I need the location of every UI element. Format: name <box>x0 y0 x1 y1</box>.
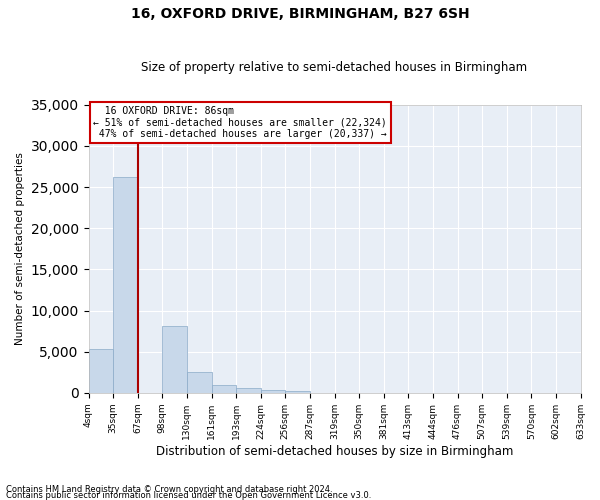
Bar <box>89 349 113 393</box>
Text: Contains HM Land Registry data © Crown copyright and database right 2024.: Contains HM Land Registry data © Crown c… <box>6 485 332 494</box>
Bar <box>261 390 286 393</box>
Bar <box>236 388 261 393</box>
Bar <box>286 391 310 393</box>
X-axis label: Distribution of semi-detached houses by size in Birmingham: Distribution of semi-detached houses by … <box>156 444 513 458</box>
Text: 16, OXFORD DRIVE, BIRMINGHAM, B27 6SH: 16, OXFORD DRIVE, BIRMINGHAM, B27 6SH <box>131 8 469 22</box>
Y-axis label: Number of semi-detached properties: Number of semi-detached properties <box>15 152 25 346</box>
Text: 16 OXFORD DRIVE: 86sqm
← 51% of semi-detached houses are smaller (22,324)
 47% o: 16 OXFORD DRIVE: 86sqm ← 51% of semi-det… <box>94 106 387 140</box>
Text: Contains public sector information licensed under the Open Government Licence v3: Contains public sector information licen… <box>6 490 371 500</box>
Title: Size of property relative to semi-detached houses in Birmingham: Size of property relative to semi-detach… <box>142 62 527 74</box>
Bar <box>163 326 187 393</box>
Bar <box>113 177 138 393</box>
Bar <box>212 384 236 393</box>
Bar <box>187 372 212 393</box>
